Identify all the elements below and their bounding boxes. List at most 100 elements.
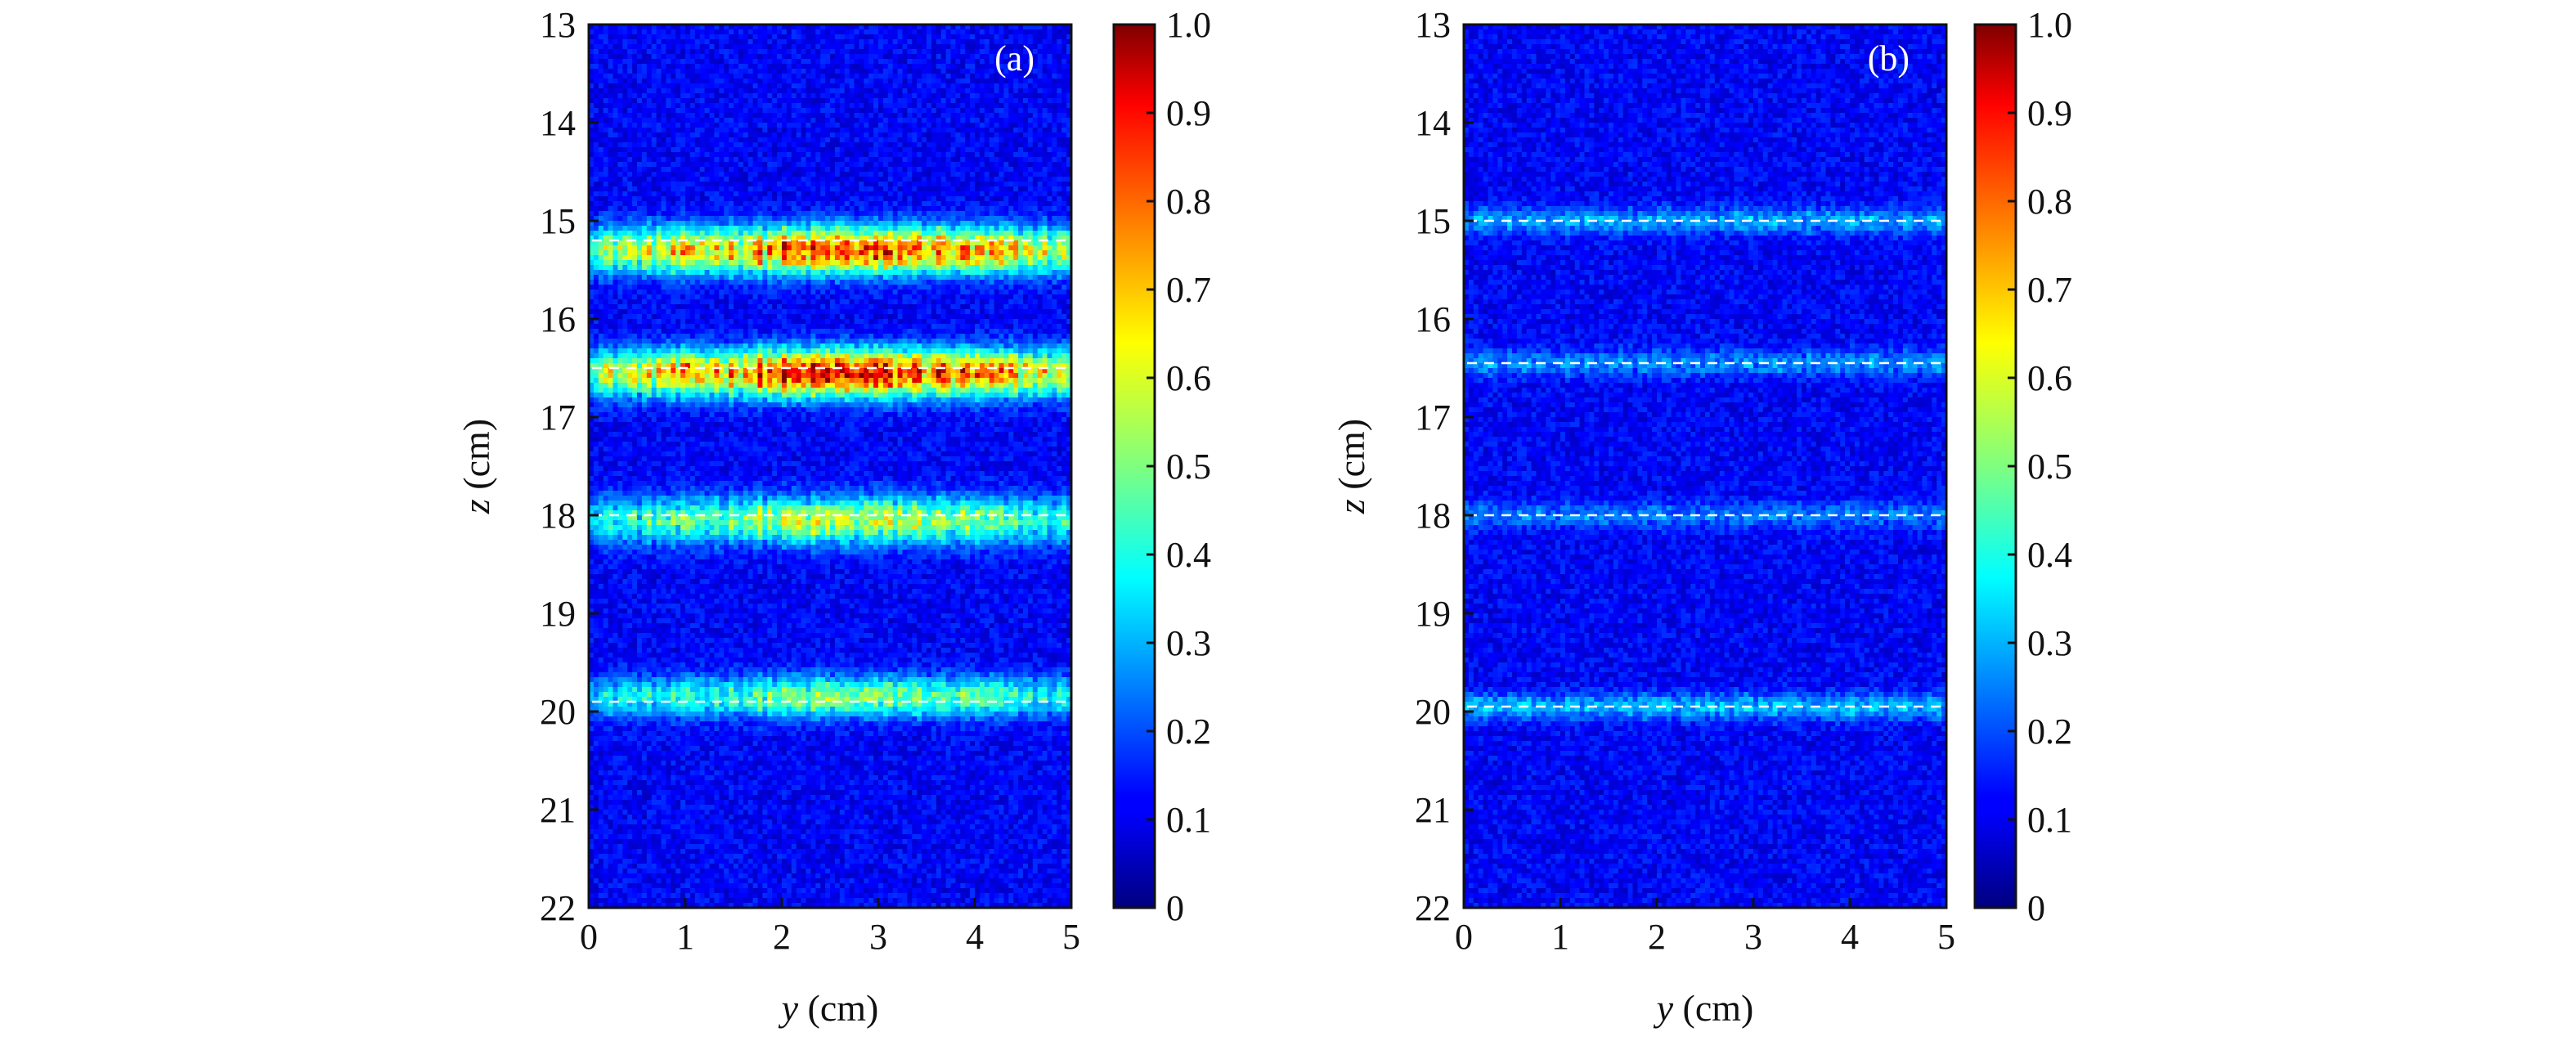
heatmap-cell <box>922 113 927 119</box>
heatmap-cell <box>627 49 633 55</box>
heatmap-cell <box>680 157 686 163</box>
heatmap-cell <box>675 132 681 138</box>
heatmap-cell <box>652 128 657 133</box>
heatmap-cell <box>734 88 739 94</box>
heatmap-cell <box>907 137 913 143</box>
heatmap-cell <box>632 93 638 99</box>
heatmap-cell <box>599 172 604 177</box>
heatmap-cell <box>724 113 729 119</box>
heatmap-cell <box>675 123 681 128</box>
heatmap-cell <box>1003 177 1009 182</box>
heatmap-cell <box>801 123 807 128</box>
heatmap-cell <box>1008 83 1014 89</box>
heatmap-cell <box>767 98 773 104</box>
heatmap-cell <box>999 250 1005 256</box>
heatmap-cell <box>748 118 754 123</box>
heatmap-cell <box>855 64 860 70</box>
heatmap-cell <box>810 98 816 104</box>
heatmap-cell <box>912 59 918 65</box>
heatmap-cell <box>912 137 918 143</box>
heatmap-cell <box>734 216 739 222</box>
heatmap-cell <box>936 79 942 84</box>
heatmap-cell <box>1028 113 1034 119</box>
heatmap-cell <box>912 221 918 227</box>
heatmap-cell <box>888 255 894 261</box>
heatmap-cell <box>1008 177 1014 182</box>
heatmap-cell <box>898 128 904 133</box>
heatmap-cell <box>1023 103 1029 109</box>
heatmap-cell <box>1057 54 1062 60</box>
heatmap-cell <box>801 69 807 74</box>
heatmap-cell <box>980 201 985 207</box>
heatmap-cell <box>868 93 874 99</box>
heatmap-cell <box>845 236 850 241</box>
heatmap-cell <box>767 83 773 89</box>
heatmap-cell <box>927 83 932 89</box>
heatmap-cell <box>1028 186 1034 192</box>
heatmap-cell <box>1052 44 1057 50</box>
heatmap-cell <box>936 162 942 168</box>
heatmap-cell <box>835 231 841 236</box>
heatmap-cell <box>801 250 807 256</box>
heatmap-cell <box>1061 49 1067 55</box>
heatmap-cell <box>758 245 764 251</box>
heatmap-cell <box>690 162 696 168</box>
heatmap-cell <box>627 245 633 251</box>
heatmap-cell <box>1048 216 1053 222</box>
heatmap-cell <box>724 59 729 65</box>
heatmap-cell <box>671 49 676 55</box>
heatmap-cell <box>1028 93 1034 99</box>
heatmap-cell <box>825 79 831 84</box>
heatmap-cell <box>748 226 754 231</box>
heatmap-cell <box>657 64 662 70</box>
heatmap-cell <box>724 240 729 246</box>
heatmap-cell <box>941 44 947 50</box>
heatmap-cell <box>647 123 653 128</box>
heatmap-cell <box>1028 137 1034 143</box>
heatmap-cell <box>685 182 691 187</box>
heatmap-cell <box>690 211 696 217</box>
heatmap-cell <box>719 221 725 227</box>
heatmap-cell <box>927 186 932 192</box>
heatmap-cell <box>671 79 676 84</box>
heatmap-cell <box>820 79 826 84</box>
heatmap-cell <box>1052 177 1057 182</box>
heatmap-cell <box>767 64 773 70</box>
heatmap-cell <box>1008 132 1014 138</box>
heatmap-cell <box>806 226 812 231</box>
heatmap-cell <box>719 54 725 60</box>
heatmap-cell <box>767 44 773 50</box>
heatmap-cell <box>999 152 1005 158</box>
heatmap-cell <box>965 182 971 187</box>
heatmap-cell <box>647 250 653 256</box>
heatmap-cell <box>936 196 942 202</box>
heatmap-cell <box>685 113 691 119</box>
heatmap-cell <box>762 142 768 148</box>
heatmap-cell <box>912 216 918 222</box>
heatmap-cell <box>666 245 671 251</box>
heatmap-cell <box>985 74 990 79</box>
heatmap-cell <box>617 177 623 182</box>
heatmap-cell <box>734 93 739 99</box>
heatmap-cell <box>951 74 957 79</box>
heatmap-cell <box>859 132 864 138</box>
heatmap-cell <box>772 69 778 74</box>
heatmap-cell <box>695 98 701 104</box>
heatmap-cell <box>801 54 807 60</box>
heatmap-cell <box>960 34 966 40</box>
heatmap-cell <box>680 103 686 109</box>
heatmap-cell <box>710 255 716 261</box>
heatmap-cell <box>622 64 628 70</box>
heatmap-cell <box>690 255 696 261</box>
heatmap-cell <box>845 128 850 133</box>
heatmap-cell <box>912 132 918 138</box>
heatmap-cell <box>850 93 855 99</box>
heatmap-cell <box>806 49 812 55</box>
heatmap-cell <box>690 152 696 158</box>
heatmap-cell <box>792 157 797 163</box>
heatmap-cell <box>662 137 667 143</box>
heatmap-cell <box>637 69 643 74</box>
heatmap-cell <box>738 186 744 192</box>
heatmap-cell <box>806 93 812 99</box>
heatmap-cell <box>599 162 604 168</box>
